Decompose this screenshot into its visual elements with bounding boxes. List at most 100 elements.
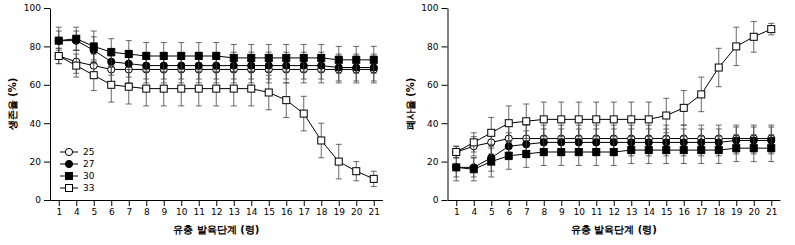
error-bar-cap <box>768 34 774 35</box>
marker <box>523 118 530 125</box>
marker <box>768 145 775 152</box>
error-bar-cap <box>196 105 202 106</box>
marker <box>715 147 722 154</box>
series-line <box>456 29 771 152</box>
y-tick-label: 100 <box>421 3 438 13</box>
error-bar-cap <box>126 67 132 68</box>
marker <box>698 91 705 98</box>
y-tick-label: 80 <box>30 42 42 52</box>
error-bar <box>558 139 564 166</box>
error-bar <box>336 144 342 179</box>
error-bar <box>471 137 477 156</box>
legend-entry: 30 <box>60 171 95 181</box>
error-bar <box>108 68 114 103</box>
error-bar-cap <box>453 157 459 158</box>
y-tick-label: 40 <box>427 119 439 129</box>
error-bar <box>231 71 237 106</box>
x-tick-label: 15 <box>264 207 275 217</box>
y-axis-title: 생존율 (%) <box>7 78 18 132</box>
x-tick: 1 <box>454 200 460 217</box>
error-bar-cap <box>698 128 704 129</box>
legend-label: 33 <box>83 183 94 193</box>
x-tick-label: 18 <box>316 207 328 217</box>
error-bar <box>196 71 202 106</box>
marker <box>505 120 512 127</box>
x-tick: 12 <box>609 200 620 217</box>
x-tick: 14 <box>644 200 656 217</box>
x-tick-label: 21 <box>766 207 777 217</box>
series <box>55 27 377 73</box>
error-bar-cap <box>558 136 564 137</box>
error-bar-cap <box>248 71 254 72</box>
x-tick: 16 <box>679 200 691 217</box>
marker <box>248 85 255 92</box>
error-bar-cap <box>523 167 529 168</box>
error-bar-cap <box>371 82 377 83</box>
marker <box>353 168 360 175</box>
x-tick-mark <box>701 200 702 206</box>
marker <box>248 54 255 61</box>
x-tick-label: 19 <box>334 207 346 217</box>
marker <box>540 149 547 156</box>
error-bar-cap <box>336 178 342 179</box>
x-tick-label: 15 <box>661 207 672 217</box>
marker <box>680 104 687 111</box>
x-tick-mark <box>526 200 527 206</box>
x-tick-mark <box>544 200 545 206</box>
y-axis-line <box>50 9 51 201</box>
x-tick: 4 <box>74 200 80 217</box>
error-bar-cap <box>231 105 237 106</box>
x-tick: 15 <box>661 200 672 217</box>
x-tick-label: 5 <box>91 207 97 217</box>
marker <box>575 149 582 156</box>
marker <box>698 147 705 154</box>
error-bar-cap <box>213 42 219 43</box>
marker <box>195 53 202 60</box>
error-bar <box>681 91 687 126</box>
error-bar-cap <box>751 21 757 22</box>
error-bar-cap <box>541 165 547 166</box>
error-bar-cap <box>283 44 289 45</box>
x-tick-label: 8 <box>144 207 150 217</box>
marker <box>645 116 652 123</box>
y-axis-line <box>448 9 449 201</box>
error-bar <box>126 41 132 68</box>
error-bar-cap <box>471 155 477 156</box>
error-bar-cap <box>231 44 237 45</box>
y-tick-mark <box>442 85 448 86</box>
y-tick-mark <box>442 8 448 9</box>
x-tick-label: 11 <box>194 207 205 217</box>
error-bar-cap <box>301 71 307 72</box>
marker <box>125 51 132 58</box>
x-tick: 1 <box>56 200 62 217</box>
marker <box>558 149 565 156</box>
chart: 1456789101112131415161718192021020406080… <box>7 3 383 235</box>
legend-entry: 33 <box>60 183 94 193</box>
x-tick-label: 1 <box>454 207 460 217</box>
error-bar-cap <box>108 67 114 68</box>
error-bar <box>161 43 167 70</box>
error-bar-cap <box>73 77 79 78</box>
y-tick-label: 20 <box>427 157 439 167</box>
error-bar-cap <box>161 71 167 72</box>
x-tick: 6 <box>109 200 115 217</box>
error-bar-cap <box>161 42 167 43</box>
x-tick: 7 <box>524 200 530 217</box>
error-bar-cap <box>646 102 652 103</box>
marker <box>55 52 62 59</box>
error-bar <box>73 27 79 50</box>
x-tick-label: 14 <box>246 207 258 217</box>
chart-canvas: 1456789101112131415161718192021020406080… <box>0 0 795 245</box>
error-bar <box>611 139 617 166</box>
x-tick-mark <box>129 200 130 206</box>
error-bar-cap <box>681 128 687 129</box>
error-bar-cap <box>248 71 254 72</box>
error-bar-cap <box>768 134 774 135</box>
x-tick-mark <box>76 200 77 206</box>
error-bar <box>353 46 359 73</box>
x-tick: 21 <box>766 200 777 217</box>
marker <box>593 149 600 156</box>
error-bar <box>628 137 634 164</box>
error-bar-cap <box>353 161 359 162</box>
marker <box>353 56 360 63</box>
